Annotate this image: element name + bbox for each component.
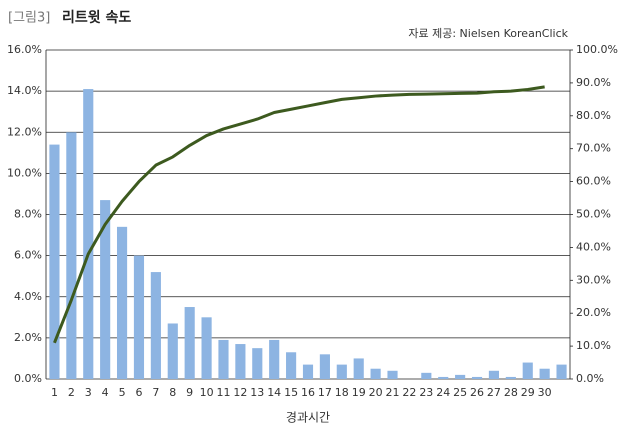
- x-tick-label: 10: [200, 386, 214, 399]
- x-tick-label: 16: [301, 386, 315, 399]
- x-tick-label: 7: [152, 386, 159, 399]
- bar: [387, 370, 398, 379]
- y-tick-label: 2.0%: [14, 331, 42, 344]
- bar: [556, 364, 567, 379]
- bar: [319, 354, 330, 379]
- figure-label: [그림3]: [8, 11, 50, 26]
- y-tick-label: 14.0%: [7, 84, 42, 97]
- x-tick-label: 1: [51, 386, 58, 399]
- bar: [353, 358, 364, 379]
- bar: [505, 376, 516, 379]
- x-tick-label: 19: [352, 386, 366, 399]
- y2-tick-label: 40.0%: [576, 240, 611, 253]
- bar: [286, 352, 297, 379]
- x-tick-label: 20: [369, 386, 383, 399]
- y-tick-label: 10.0%: [7, 166, 42, 179]
- bar: [438, 376, 449, 379]
- bar: [83, 89, 94, 379]
- x-tick-label: 2: [68, 386, 75, 399]
- x-tick-label: 15: [284, 386, 298, 399]
- y2-tick-label: 10.0%: [576, 339, 611, 352]
- x-tick-label: 12: [233, 386, 247, 399]
- x-tick-label: 17: [318, 386, 332, 399]
- x-tick-label: 22: [402, 386, 416, 399]
- y-tick-label: 16.0%: [7, 43, 42, 56]
- x-tick-label: 13: [250, 386, 264, 399]
- x-axis-label: 경과시간: [286, 411, 330, 425]
- bar: [471, 376, 483, 379]
- bar: [539, 368, 550, 379]
- bar: [269, 339, 280, 379]
- y-tick-label: 6.0%: [14, 249, 42, 262]
- x-tick-label: 5: [119, 386, 126, 399]
- x-tick-label: 18: [335, 386, 349, 399]
- y-tick-label: 4.0%: [14, 290, 42, 303]
- x-tick-label: 28: [504, 386, 518, 399]
- bar: [336, 364, 347, 379]
- x-tick-label: 8: [169, 386, 176, 399]
- x-tick-label: 14: [267, 386, 281, 399]
- x-tick-label: 26: [470, 386, 484, 399]
- y2-tick-label: 0.0%: [576, 372, 604, 385]
- bar: [522, 362, 533, 379]
- y2-tick-label: 50.0%: [576, 208, 611, 221]
- chart-title: 리트윗 속도: [62, 10, 131, 26]
- x-tick-label: 11: [216, 386, 230, 399]
- bar: [66, 132, 77, 379]
- x-tick-label: 25: [453, 386, 467, 399]
- y2-tick-label: 70.0%: [576, 142, 611, 155]
- y-tick-label: 12.0%: [7, 125, 42, 138]
- y2-tick-label: 20.0%: [576, 306, 611, 319]
- y2-tick-label: 30.0%: [576, 273, 611, 286]
- bar: [488, 370, 500, 379]
- x-tick-label: 21: [386, 386, 400, 399]
- x-tick-label: 4: [102, 386, 109, 399]
- bar: [116, 226, 128, 379]
- y2-tick-label: 100.0%: [576, 43, 618, 56]
- source: 자료 제공: Nielsen KoreanClick: [408, 27, 568, 40]
- bar: [184, 307, 195, 379]
- x-tick-label: 23: [419, 386, 433, 399]
- bar: [421, 372, 432, 379]
- bar: [201, 317, 212, 379]
- x-tick-label: 3: [85, 386, 92, 399]
- bar: [455, 374, 466, 379]
- bar: [167, 323, 178, 379]
- bar: [49, 144, 60, 379]
- y2-tick-label: 90.0%: [576, 76, 611, 89]
- bar: [370, 368, 381, 379]
- x-tick-label: 9: [186, 386, 193, 399]
- y-tick-label: 0.0%: [14, 372, 42, 385]
- y-tick-label: 8.0%: [14, 208, 42, 221]
- bar: [235, 344, 246, 379]
- x-tick-label: 29: [521, 386, 535, 399]
- x-tick-label: 24: [436, 386, 450, 399]
- bar: [252, 348, 263, 379]
- bar: [302, 364, 314, 379]
- bar: [100, 200, 111, 379]
- line: [53, 85, 545, 344]
- x-tick-label: 6: [135, 386, 142, 399]
- bar: [150, 272, 161, 379]
- bar: [133, 255, 145, 379]
- y2-tick-label: 80.0%: [576, 109, 611, 122]
- y2-tick-label: 60.0%: [576, 175, 611, 188]
- x-tick-label: 30: [538, 386, 552, 399]
- x-tick-label: 27: [487, 386, 501, 399]
- bar: [218, 339, 229, 379]
